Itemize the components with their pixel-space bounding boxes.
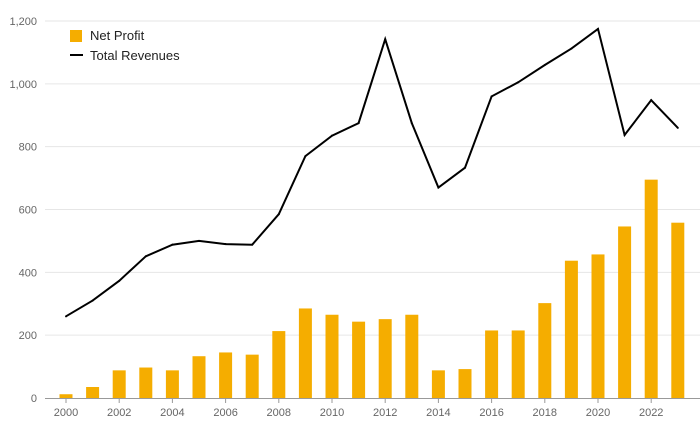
total-revenues-point — [171, 243, 174, 246]
total-revenues-point — [251, 243, 254, 246]
total-revenues-point — [623, 134, 626, 137]
net-profit-bar — [644, 179, 658, 398]
x-tick-label: 2018 — [533, 407, 557, 419]
net-profit-bar — [272, 331, 286, 398]
legend-label-net-profit: Net Profit — [90, 28, 145, 43]
net-profit-bar — [511, 330, 525, 398]
net-profit-bar — [618, 226, 632, 398]
net-profit-bar — [165, 370, 179, 398]
x-tick-label: 2008 — [267, 407, 291, 419]
x-tick-label: 2006 — [213, 407, 237, 419]
x-tick-label: 2002 — [107, 407, 131, 419]
net-profit-bar — [192, 356, 206, 398]
total-revenues-point — [331, 134, 333, 137]
net-profit-bar — [59, 394, 73, 398]
net-profit-bar — [86, 387, 100, 398]
net-profit-bar — [378, 319, 392, 398]
y-tick-label: 1,200 — [9, 16, 37, 28]
total-revenues-point — [650, 99, 653, 102]
net-profit-bar — [219, 352, 233, 398]
total-revenues-point — [198, 239, 200, 242]
total-revenues-point — [224, 243, 227, 246]
y-tick-label: 0 — [31, 393, 37, 405]
total-revenues-point — [304, 155, 307, 158]
total-revenues-point — [65, 315, 67, 318]
net-profit-bar — [139, 367, 153, 398]
x-tick-label: 2000 — [54, 407, 78, 419]
total-revenues-point — [91, 299, 94, 302]
net-profit-bar — [405, 314, 419, 398]
net-profit-bar — [458, 369, 472, 398]
total-revenues-line-group — [65, 27, 679, 318]
x-tick-label: 2016 — [479, 407, 503, 419]
net-profit-bar — [431, 370, 445, 398]
x-tick-label: 2004 — [160, 407, 184, 419]
legend-label-total-revenues: Total Revenues — [90, 48, 180, 63]
total-revenues-point — [144, 255, 147, 258]
total-revenues-point — [464, 166, 466, 169]
grid-lines — [45, 20, 700, 336]
y-tick-label: 800 — [19, 142, 37, 154]
legend-swatch-net-profit — [70, 30, 82, 42]
net-profit-bar — [245, 354, 259, 398]
x-tick-label: 2010 — [320, 407, 344, 419]
total-revenues-point — [437, 186, 440, 189]
total-revenues-point — [384, 38, 387, 41]
x-tick-label: 2022 — [639, 407, 663, 419]
y-tick-label: 200 — [19, 330, 37, 342]
net-profit-bar — [298, 308, 312, 398]
net-profit-bar — [112, 370, 126, 398]
net-profit-bar — [538, 303, 552, 398]
net-profit-bar — [352, 321, 366, 398]
x-tick-label: 2012 — [373, 407, 397, 419]
net-profit-bar — [564, 260, 578, 398]
total-revenues-point — [410, 122, 413, 125]
total-revenues-point — [490, 95, 493, 98]
y-tick-label: 600 — [19, 205, 37, 217]
total-revenues-point — [277, 213, 280, 216]
total-revenues-point — [118, 279, 121, 282]
total-revenues-point — [676, 126, 679, 129]
net-profit-bar — [671, 222, 685, 398]
total-revenues-point — [597, 27, 599, 30]
legend: Net Profit Total Revenues — [70, 28, 180, 63]
total-revenues-point — [357, 122, 360, 125]
net-profit-bar — [325, 314, 339, 398]
net-profit-bar — [485, 330, 499, 398]
axes: 0 200 400 600 800 1,000 1,200 2000 2002 2004 2006 2… — [9, 16, 700, 419]
total-revenues-point — [517, 81, 520, 84]
y-tick-label: 1,000 — [9, 79, 37, 91]
total-revenues-line — [65, 27, 679, 318]
total-revenues-point — [570, 47, 573, 50]
x-tick-label: 2014 — [426, 407, 450, 419]
total-revenues-point — [543, 63, 546, 66]
x-tick-label: 2020 — [586, 407, 610, 419]
y-tick-label: 400 — [19, 267, 37, 279]
net-profit-bar — [591, 254, 605, 398]
net-profit-bars — [59, 179, 685, 398]
